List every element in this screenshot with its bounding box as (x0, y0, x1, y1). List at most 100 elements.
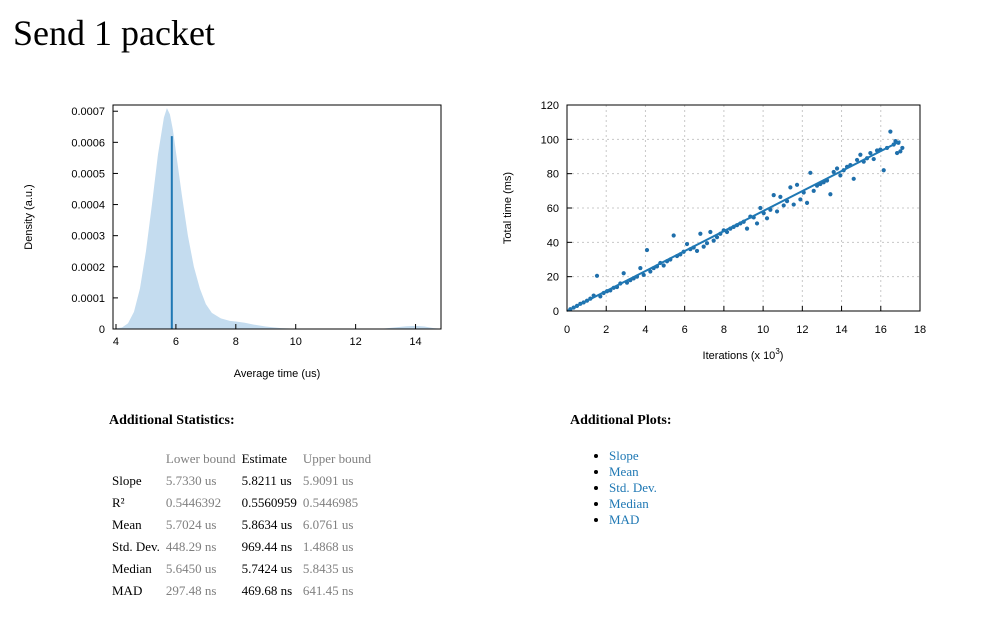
stat-upper: 5.8435 us (302, 561, 354, 576)
stat-estimate: 0.5560959 (241, 495, 297, 510)
stat-label: Mean (112, 517, 142, 532)
data-point (694, 248, 700, 254)
data-point (621, 271, 626, 276)
data-point (900, 145, 905, 151)
regression-ylabel: Total time (ms) (502, 172, 514, 244)
x-tick-label: 0 (564, 324, 570, 336)
stat-upper: 5.9091 us (302, 473, 354, 488)
stat-estimate: 469.68 ns (241, 583, 293, 598)
regression-grid (567, 105, 920, 311)
data-point (791, 202, 796, 207)
stat-lower: 0.5446392 (165, 495, 222, 510)
density-curve-area (113, 108, 441, 329)
table-row: Median 5.6450 us 5.7424 us 5.8435 us (109, 558, 374, 580)
regression-xlabel: Iterations (x 103) (703, 347, 784, 362)
additional-statistics-heading: Additional Statistics: (109, 413, 235, 428)
data-point (701, 244, 706, 249)
x-tick-label: 4 (642, 324, 648, 336)
stat-label: R² (112, 495, 125, 510)
data-point (854, 157, 860, 163)
data-point (704, 241, 710, 246)
data-point (834, 166, 840, 171)
data-point (788, 185, 793, 190)
stat-lower: 5.7330 us (165, 473, 217, 488)
data-point (781, 203, 786, 208)
stat-estimate: 5.8634 us (241, 517, 293, 532)
density-plot: 4 6 8 10 12 14 0 0.0001 0.0002 0.0003 0.0004 0.0005… (23, 104, 442, 380)
data-point (868, 150, 873, 156)
data-point (638, 265, 643, 271)
mean-plot-link[interactable]: Mean (609, 464, 639, 479)
stat-upper: 0.5446985 (302, 495, 359, 510)
data-point (698, 231, 703, 236)
additional-plots-heading: Additional Plots: (570, 413, 672, 428)
slope-plot-link[interactable]: Slope (609, 448, 639, 463)
data-point (858, 152, 863, 157)
x-tick-label: 14 (835, 324, 847, 336)
table-row: R² 0.5446392 0.5560959 0.5446985 (109, 492, 374, 514)
y-tick-label: 0.0006 (71, 137, 105, 149)
density-xlabel: Average time (us) (234, 368, 321, 380)
median-plot-link[interactable]: Median (609, 496, 649, 511)
additional-plots-list: Slope Mean Std. Dev. Median MAD (570, 448, 657, 528)
data-point (764, 216, 770, 221)
y-tick-label: 80 (547, 169, 559, 181)
x-tick-label: 16 (875, 324, 887, 336)
data-point (888, 129, 893, 134)
list-item: Slope (609, 448, 657, 464)
y-tick-label: 0.0003 (71, 231, 105, 243)
data-point (594, 273, 600, 278)
x-tick-label: 2 (603, 324, 609, 336)
stat-label: MAD (112, 583, 143, 598)
stat-lower: 5.7024 us (165, 517, 217, 532)
statistics-header-upper: Upper bound (302, 451, 372, 466)
data-point (661, 263, 666, 268)
statistics-table: Lower bound Estimate Upper bound Slope 5… (109, 448, 374, 602)
y-tick-label: 0.0001 (71, 293, 105, 305)
mad-plot-link[interactable]: MAD (609, 512, 640, 527)
density-axis-ticks: 4 6 8 10 12 14 0 0.0001 0.0002 0.0003 0.0004 0.0005… (71, 106, 421, 348)
regression-xlabel-prefix: Iterations (x 10 (703, 350, 776, 362)
data-point (804, 200, 810, 205)
data-point (744, 226, 750, 231)
stat-estimate: 969.44 ns (241, 539, 293, 554)
y-tick-label: 100 (541, 134, 559, 146)
data-point (774, 209, 780, 214)
std-dev-plot-link[interactable]: Std. Dev. (609, 480, 657, 495)
table-row: MAD 297.48 ns 469.68 ns 641.45 ns (109, 580, 374, 602)
y-tick-label: 0 (553, 306, 559, 318)
stat-lower: 297.48 ns (165, 583, 217, 598)
y-tick-label: 120 (541, 100, 559, 112)
data-point (708, 229, 713, 235)
data-point (871, 156, 876, 162)
data-point (798, 197, 803, 202)
list-item: Std. Dev. (609, 480, 657, 496)
statistics-header-row: Lower bound Estimate Upper bound (109, 448, 374, 470)
density-area (113, 108, 441, 329)
data-point (838, 173, 843, 178)
data-point (671, 233, 676, 238)
y-tick-label: 0.0005 (71, 168, 105, 180)
stat-upper: 641.45 ns (302, 583, 354, 598)
data-point (831, 169, 836, 175)
x-tick-label: 14 (409, 336, 421, 348)
x-tick-label: 8 (233, 336, 239, 348)
y-tick-label: 40 (547, 237, 559, 249)
regression-xlabel-exp: 3 (775, 347, 780, 356)
stat-upper: 6.0761 us (302, 517, 354, 532)
stat-lower: 448.29 ns (165, 539, 217, 554)
data-point (684, 241, 690, 247)
data-point (771, 193, 776, 198)
table-row: Mean 5.7024 us 5.8634 us 6.0761 us (109, 514, 374, 536)
x-tick-label: 12 (796, 324, 808, 336)
x-tick-label: 6 (682, 324, 688, 336)
data-point (851, 176, 856, 181)
data-point (898, 149, 903, 154)
data-point (711, 238, 716, 243)
statistics-header-lower: Lower bound (165, 451, 236, 466)
data-point (644, 247, 650, 253)
y-tick-label: 0 (99, 324, 105, 336)
statistics-header-estimate: Estimate (241, 451, 288, 466)
list-item: Median (609, 496, 657, 512)
y-tick-label: 0.0004 (71, 200, 105, 212)
